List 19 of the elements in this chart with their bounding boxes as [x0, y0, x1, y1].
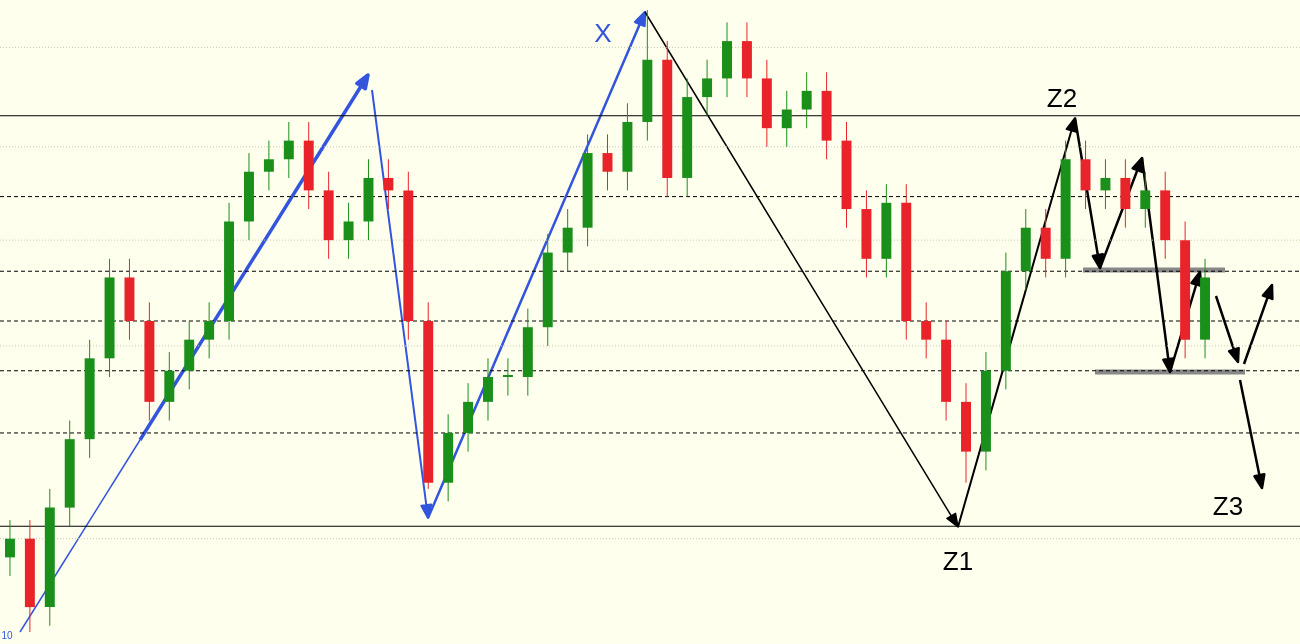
candlestick — [204, 301, 215, 359]
candlestick — [801, 71, 812, 129]
annotation: Z3 — [1212, 491, 1244, 522]
candlestick — [283, 121, 294, 179]
candlestick — [4, 519, 15, 577]
annotation: X — [594, 18, 612, 49]
candlestick — [383, 158, 394, 210]
candlestick — [702, 59, 713, 117]
candlestick — [781, 90, 792, 148]
annotation: 10 — [1, 629, 13, 641]
candlestick — [263, 140, 274, 191]
candlestick — [502, 357, 513, 397]
candlestick — [921, 301, 932, 359]
annotation: Z1 — [942, 546, 974, 577]
candlestick — [343, 202, 354, 260]
candlestick — [1140, 171, 1151, 229]
candlestick — [602, 133, 613, 191]
annotation: Z2 — [1046, 83, 1078, 114]
candlestick — [1100, 158, 1111, 210]
